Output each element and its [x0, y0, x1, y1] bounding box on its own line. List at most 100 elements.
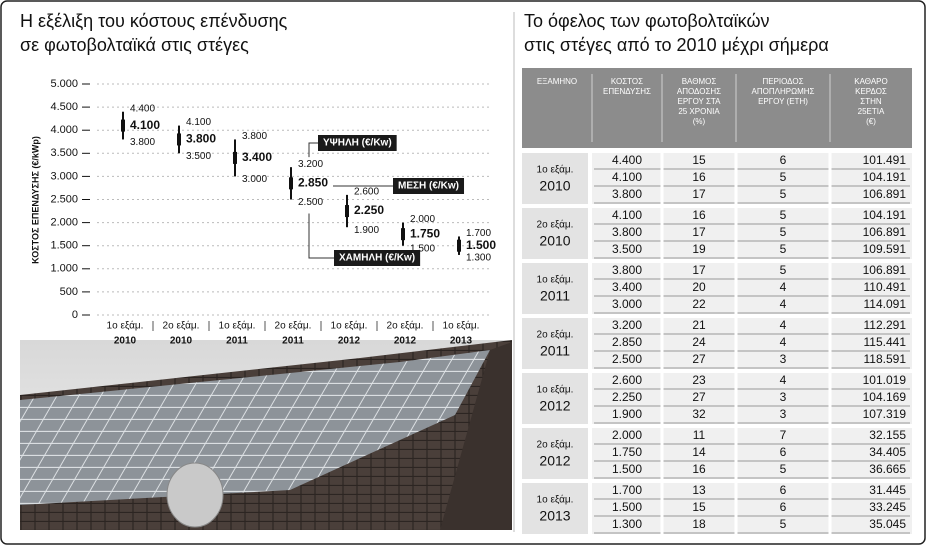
table-cell: 6: [780, 500, 787, 514]
value-label: 4.400: [130, 103, 155, 114]
table-cell: 107.319: [863, 407, 907, 421]
table-cell: 2.000: [612, 428, 642, 442]
value-label: 1.300: [466, 253, 491, 264]
y-tick-label: 2.000: [50, 217, 78, 229]
table-cell: 114.091: [864, 297, 907, 311]
table-cell: 1.300: [612, 517, 642, 531]
table-cell: 32: [692, 407, 706, 421]
legend-box: [318, 135, 397, 151]
value-label: 2.000: [410, 214, 435, 225]
y-tick-label: 2.500: [50, 193, 78, 205]
table-cell: 3.800: [612, 263, 642, 277]
value-label: 1.500: [466, 238, 496, 252]
table-cell: 4.100: [612, 170, 642, 184]
table-cell: 1.900: [612, 407, 642, 421]
table-cell: 4: [780, 373, 787, 387]
value-label: 2.850: [298, 176, 328, 190]
table-cell: 36.665: [869, 462, 906, 476]
table-cell: 13: [692, 483, 706, 497]
legend-box: [334, 250, 421, 266]
table-cell: 5: [780, 263, 787, 277]
table-cell: 5: [780, 517, 787, 531]
chart-title: σε φωτοβολταϊκά στις στέγες: [20, 35, 249, 55]
x-tick-label: 2ο εξάμ.: [387, 320, 424, 332]
group-rows-bg: [592, 153, 912, 204]
table-cell: 101.019: [863, 373, 907, 387]
legend-label: ΥΨΗΛΗ (€/Kw): [323, 138, 392, 149]
table-cell: 21: [692, 318, 706, 332]
y-tick-label: 3.000: [50, 170, 78, 182]
table-cell: 101.491: [863, 153, 907, 167]
group-label-bg: [522, 263, 588, 314]
table-cell: 1.700: [612, 483, 642, 497]
group-label: 1ο εξάμ.: [537, 384, 574, 396]
group-rows-bg: [592, 428, 912, 479]
table-cell: 32.155: [869, 428, 906, 442]
table-header: ΒΑΘΜΟΣ: [682, 77, 717, 86]
mid-mark: [401, 228, 405, 241]
group-rows-bg: [592, 373, 912, 424]
table-cell: 6: [780, 445, 787, 459]
group-label-bg: [522, 153, 588, 204]
mid-mark: [121, 119, 125, 132]
x-tick-label: 2010: [114, 336, 137, 347]
y-tick-label: 0: [72, 309, 78, 321]
table-cell: 106.891: [863, 225, 907, 239]
value-label: 1.700: [466, 228, 491, 239]
x-tick-label: 2011: [282, 336, 304, 347]
x-tick-label: 2ο εξάμ.: [163, 320, 200, 332]
value-label: 3.800: [130, 137, 155, 148]
x-tick-label: 2011: [226, 336, 248, 347]
table-cell: 11: [693, 428, 706, 442]
group-label-bg: [522, 428, 588, 479]
x-tick-label: 2012: [338, 336, 361, 347]
group-label-bg: [522, 318, 588, 369]
mid-mark: [233, 151, 237, 164]
mid-mark: [457, 239, 461, 252]
value-label: 3.800: [242, 131, 267, 142]
table-cell: 15: [692, 500, 706, 514]
table-cell: 27: [692, 390, 706, 404]
table-cell: 3.200: [612, 318, 642, 332]
table-cell: 24: [692, 335, 706, 349]
value-label: 1.750: [410, 226, 440, 240]
table-cell: 20: [692, 280, 706, 294]
legend-box: [393, 178, 465, 194]
group-rows-bg: [592, 483, 912, 534]
value-label: 3.000: [242, 174, 267, 185]
table-cell: 6: [780, 153, 787, 167]
mid-mark: [289, 177, 293, 190]
group-rows-bg: [592, 208, 912, 259]
table-cell: 2.600: [612, 373, 642, 387]
table-cell: 17: [692, 225, 706, 239]
y-tick-label: 4.500: [50, 101, 78, 113]
table-cell: 27: [692, 352, 706, 366]
group-label: 2011: [540, 288, 570, 304]
value-label: 2.600: [354, 187, 379, 198]
table-header: ΚΑΘΑΡΟ: [854, 77, 887, 86]
table-cell: 15: [692, 153, 706, 167]
group-label: 2ο εξάμ.: [537, 329, 574, 341]
y-tick-label: 3.500: [50, 147, 78, 159]
table-cell: 16: [692, 462, 706, 476]
x-tick-label: 2012: [394, 336, 417, 347]
table-cell: 3: [780, 407, 787, 421]
x-tick-label: 1ο εξάμ.: [107, 320, 144, 332]
table-header: (€): [866, 117, 876, 126]
group-label: 2ο εξάμ.: [537, 219, 574, 231]
group-label: 2013: [539, 508, 570, 524]
legend-label: ΜΕΣΗ (€/Kw): [398, 181, 459, 192]
legend-label: ΧΑΜΗΛΗ (€/Kw): [339, 253, 415, 264]
table-header: ΑΠΟΠΛΗΡΩΜΗΣ: [752, 87, 815, 96]
group-label-bg: [522, 483, 588, 534]
table-cell: 31.445: [869, 483, 906, 497]
table-header: ΕΡΓΟΥ ΣΤΑ: [677, 97, 721, 106]
table-cell: 3: [780, 390, 787, 404]
value-label: 3.800: [186, 132, 216, 146]
table-cell: 3.800: [612, 187, 642, 201]
table-cell: 3: [780, 352, 787, 366]
table-cell: 34.405: [869, 445, 906, 459]
y-tick-label: 4.000: [50, 124, 78, 136]
table-cell: 3.800: [612, 225, 642, 239]
mid-mark: [177, 133, 181, 146]
